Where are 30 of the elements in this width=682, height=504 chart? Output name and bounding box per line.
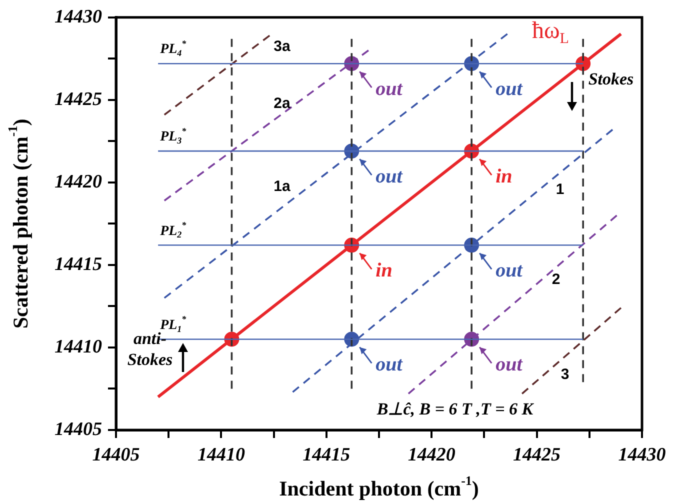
- x-tick-label: 14410: [197, 444, 246, 466]
- annotation: 1a: [274, 178, 291, 196]
- y-tick-label: 14405: [54, 418, 102, 440]
- data-label: in: [376, 259, 392, 282]
- data-label: out: [376, 353, 404, 376]
- annotation: 2a: [274, 95, 291, 112]
- annotation: anti- Stokes: [127, 328, 174, 369]
- annotation: 2: [552, 271, 560, 288]
- x-tick-label: 14425: [513, 444, 562, 466]
- annotation: Stokes: [588, 69, 634, 88]
- y-tick-label: 14430: [54, 6, 102, 28]
- y-tick-label: 14425: [54, 88, 102, 110]
- x-tick-label: 14420: [408, 444, 456, 466]
- data-label: in: [496, 165, 512, 188]
- data-label: out: [376, 165, 404, 188]
- data-label: out: [376, 78, 404, 100]
- data-label: out: [496, 353, 524, 376]
- data-label: out: [496, 78, 524, 100]
- x-tick-label: 14430: [618, 444, 666, 466]
- x-tick-label: 14415: [302, 444, 351, 466]
- y-tick-label: 14415: [54, 254, 102, 275]
- annotation: 3a: [274, 38, 291, 56]
- y-tick-label: 14410: [54, 336, 102, 358]
- annotation: 1: [556, 181, 564, 198]
- annotation: B⊥ĉ, B = 6 T ,T = 6 K: [376, 399, 535, 418]
- y-tick-label: 14420: [54, 171, 102, 192]
- data-label: out: [496, 259, 524, 282]
- annotation: 3: [560, 366, 570, 384]
- x-tick-label: 14405: [92, 444, 140, 466]
- y-axis-title: Scattered photon (cm-1): [4, 118, 32, 329]
